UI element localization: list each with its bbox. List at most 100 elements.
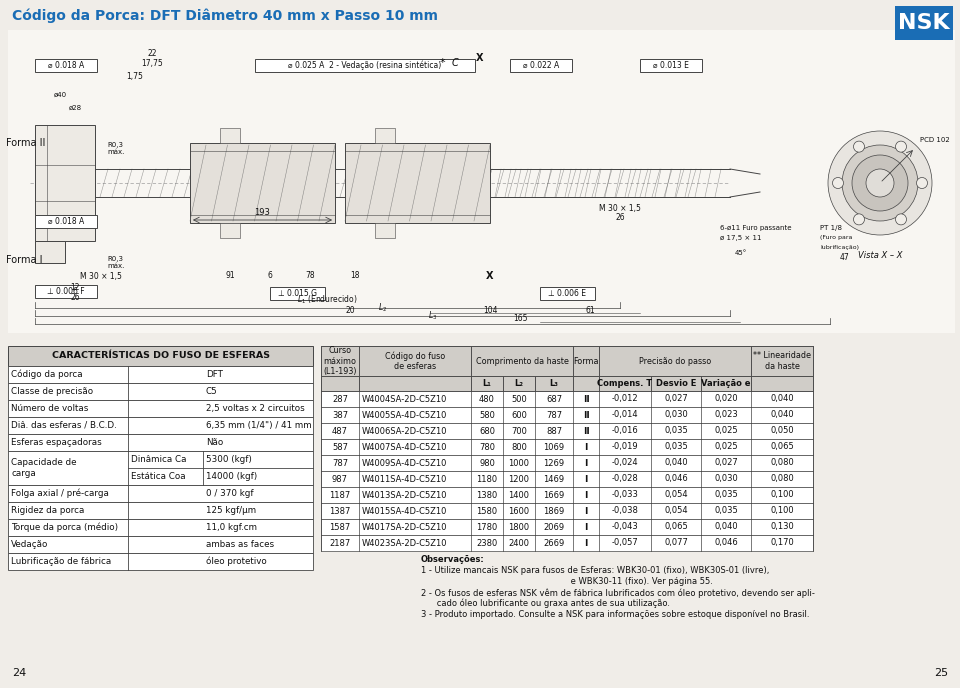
Text: -0,028: -0,028	[612, 475, 638, 484]
Text: 0,040: 0,040	[714, 522, 738, 532]
Bar	[321, 535, 813, 551]
Text: PT 1/8: PT 1/8	[820, 225, 842, 231]
Text: 780: 780	[479, 442, 495, 451]
Text: 387: 387	[332, 411, 348, 420]
Bar	[701, 376, 751, 391]
Text: Observações:: Observações:	[421, 555, 485, 564]
Bar	[321, 391, 813, 407]
Text: 26: 26	[70, 294, 80, 303]
Text: 587: 587	[332, 442, 348, 451]
Text: 1180: 1180	[476, 475, 497, 484]
Text: Código do fuso
de esferas: Código do fuso de esferas	[385, 351, 445, 371]
Text: ⌀ 0.018 A: ⌀ 0.018 A	[48, 217, 84, 226]
Text: Vista X – X: Vista X – X	[857, 251, 902, 260]
Text: 45°: 45°	[735, 250, 747, 256]
Text: 0,080: 0,080	[770, 458, 794, 468]
Text: Rigidez da porca: Rigidez da porca	[11, 506, 84, 515]
Text: L₂: L₂	[515, 379, 523, 388]
Text: Folga axial / pré-carga: Folga axial / pré-carga	[11, 488, 108, 498]
Text: 0,025: 0,025	[714, 427, 738, 436]
Text: ⊥ 0.015 G: ⊥ 0.015 G	[278, 289, 317, 298]
Text: 887: 887	[546, 427, 562, 436]
Text: lubrificação): lubrificação)	[820, 244, 859, 250]
Text: 0,035: 0,035	[664, 442, 688, 451]
Bar	[35, 241, 65, 263]
Text: R0,3
máx.: R0,3 máx.	[107, 142, 125, 155]
Bar	[321, 455, 813, 471]
Text: 480: 480	[479, 394, 495, 403]
Text: 24: 24	[12, 668, 26, 678]
Text: II: II	[583, 427, 589, 436]
Bar	[503, 376, 535, 391]
Bar	[471, 346, 573, 376]
Text: Curso
máximo
(L1-193): Curso máximo (L1-193)	[324, 346, 357, 376]
Bar	[190, 143, 335, 223]
Text: Dinâmica Ca: Dinâmica Ca	[131, 455, 186, 464]
Text: CARACTERÍSTICAS DO FUSO DE ESFERAS: CARACTERÍSTICAS DO FUSO DE ESFERAS	[52, 352, 270, 361]
Bar	[255, 59, 475, 72]
Bar	[573, 376, 599, 391]
Text: 2187: 2187	[329, 539, 350, 548]
Bar	[8, 30, 955, 333]
Text: Esferas espaçadoras: Esferas espaçadoras	[11, 438, 102, 447]
Text: C5: C5	[206, 387, 218, 396]
Text: -0,019: -0,019	[612, 442, 638, 451]
Text: ø28: ø28	[68, 105, 82, 111]
Bar	[751, 376, 813, 391]
Text: NSK: NSK	[899, 13, 949, 33]
Text: -0,014: -0,014	[612, 411, 638, 420]
Bar	[321, 519, 813, 535]
Text: 1580: 1580	[476, 506, 497, 515]
Bar	[599, 376, 651, 391]
Text: W4023SA-2D-C5Z10: W4023SA-2D-C5Z10	[362, 539, 447, 548]
Text: 800: 800	[511, 442, 527, 451]
Bar	[375, 128, 395, 143]
Text: ** Linearidade
da haste: ** Linearidade da haste	[753, 352, 811, 371]
Text: 287: 287	[332, 394, 348, 403]
Text: PCD 102: PCD 102	[920, 137, 949, 143]
Bar	[8, 417, 313, 434]
Text: $L_1$ (Endurecido): $L_1$ (Endurecido)	[298, 294, 358, 306]
Bar	[8, 502, 313, 519]
Bar	[751, 346, 813, 376]
Bar	[321, 487, 813, 503]
Bar	[321, 376, 359, 391]
Bar	[321, 471, 813, 487]
Text: 0,030: 0,030	[714, 475, 738, 484]
Text: 0,020: 0,020	[714, 394, 738, 403]
Text: 987: 987	[332, 475, 348, 484]
Text: 0 / 370 kgf: 0 / 370 kgf	[206, 489, 253, 498]
Bar	[321, 407, 813, 423]
Text: Forma I: Forma I	[6, 255, 42, 265]
Text: 0,077: 0,077	[664, 539, 688, 548]
Text: 687: 687	[546, 394, 562, 403]
Bar	[359, 346, 471, 376]
Text: 700: 700	[511, 427, 527, 436]
Text: 0,035: 0,035	[714, 506, 738, 515]
Text: 193: 193	[254, 208, 271, 217]
Text: 6,35 mm (1/4") / 41 mm: 6,35 mm (1/4") / 41 mm	[206, 421, 312, 430]
Text: 1869: 1869	[543, 506, 564, 515]
Text: Código da porca: Código da porca	[11, 369, 83, 379]
Bar	[8, 400, 313, 417]
Text: ambas as faces: ambas as faces	[206, 540, 275, 549]
Text: 0,080: 0,080	[770, 475, 794, 484]
Text: 5300 (kgf): 5300 (kgf)	[206, 455, 252, 464]
Text: 580: 580	[479, 411, 495, 420]
Text: DFT: DFT	[206, 370, 223, 379]
Text: C: C	[451, 58, 458, 68]
Text: ⊥ 0.006 E: ⊥ 0.006 E	[548, 289, 587, 298]
Text: 1587: 1587	[329, 522, 350, 532]
Circle shape	[842, 145, 918, 221]
Text: I: I	[585, 491, 588, 499]
Bar	[375, 223, 395, 238]
Text: 18: 18	[350, 270, 360, 279]
Bar	[8, 383, 313, 400]
Text: Variação e: Variação e	[701, 379, 751, 388]
Text: 0,040: 0,040	[770, 411, 794, 420]
Text: *: *	[439, 58, 444, 68]
Text: II: II	[583, 411, 589, 420]
Text: -0,038: -0,038	[612, 506, 638, 515]
Text: 2 - Os fusos de esferas NSK vêm de fábrica lubrificados com óleo protetivo, deve: 2 - Os fusos de esferas NSK vêm de fábri…	[421, 588, 815, 597]
Text: Desvio E: Desvio E	[656, 379, 696, 388]
